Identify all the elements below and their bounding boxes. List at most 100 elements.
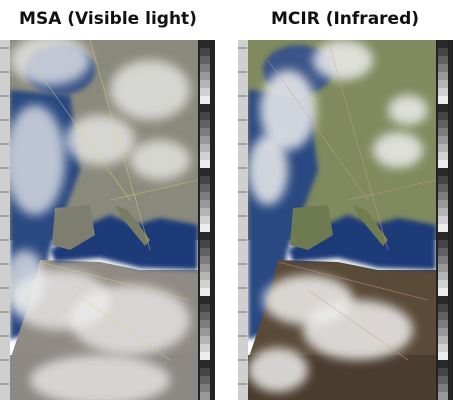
wedge [200,368,210,376]
wedge [200,192,210,200]
panel-title: MCIR (Infrared) [271,9,419,29]
italy [353,205,388,246]
wedge [200,168,210,176]
wedge [200,288,210,296]
wedge [200,200,210,208]
wedge [200,184,210,192]
wedge [200,256,210,264]
wedge [200,352,210,360]
sync-strip [238,40,248,400]
wedge [200,280,210,288]
wedge [200,240,210,248]
iberia [52,205,95,250]
wedge [438,144,448,152]
wedge [438,80,448,88]
panel-title: MSA (Visible light) [19,9,197,29]
wedge [200,176,210,184]
wedge [438,104,448,112]
sync-strip [0,40,10,400]
cloud [130,140,190,180]
wedge [200,312,210,320]
wedge [438,112,448,120]
wedge [438,368,448,376]
cloud [248,348,308,392]
iberia [290,205,333,250]
wedge [200,72,210,80]
wedge [200,376,210,384]
cloud [110,60,190,120]
wedge [200,56,210,64]
wedge [200,304,210,312]
wedge [200,144,210,152]
wedge [200,232,210,240]
wedge [438,72,448,80]
wedge [438,120,448,128]
wedge [438,304,448,312]
wedge [200,136,210,144]
wedge [200,112,210,120]
cloud [388,95,428,125]
wedge [438,240,448,248]
wedge [200,296,210,304]
wedge [200,224,210,232]
satellite-image [0,40,215,400]
wedge [438,152,448,160]
border-line [307,289,409,361]
wedge [438,176,448,184]
wedge [200,48,210,56]
cloud [65,115,135,165]
cloud [10,105,65,215]
wedge [438,224,448,232]
image-area [248,40,436,400]
image-area [10,40,198,400]
wedge [200,328,210,336]
wedge [438,192,448,200]
wedge [200,64,210,72]
cloud [373,132,423,168]
wedge [438,288,448,296]
wedge [438,208,448,216]
wedge [438,184,448,192]
wedge [438,336,448,344]
border-line [347,179,436,201]
wedge [438,296,448,304]
border-line [267,59,369,201]
wedge [438,160,448,168]
italy [115,205,150,246]
wedge [200,208,210,216]
cloud [10,250,45,310]
wedge [200,320,210,328]
wedge [438,56,448,64]
wedge [200,392,210,400]
satellite-image [238,40,453,400]
wedge [200,128,210,136]
wedge [200,152,210,160]
wedge [438,168,448,176]
wedge [438,128,448,136]
wedge [438,384,448,392]
wedge [200,160,210,168]
wedge [438,376,448,384]
wedge [200,344,210,352]
wedge [438,248,448,256]
wedge [438,272,448,280]
border-line [109,179,198,201]
wedge [200,336,210,344]
cloud [303,300,413,360]
wedge [200,120,210,128]
border-line [39,261,191,301]
wedge [200,88,210,96]
wedge [438,312,448,320]
cloud [260,70,316,150]
image-panels [0,40,453,400]
wedge [438,200,448,208]
wedge [438,352,448,360]
wedge [438,280,448,288]
cloud [10,40,90,85]
wedge [438,64,448,72]
border-line [29,59,131,201]
wedge [200,248,210,256]
wedge [200,104,210,112]
wedge [200,96,210,104]
